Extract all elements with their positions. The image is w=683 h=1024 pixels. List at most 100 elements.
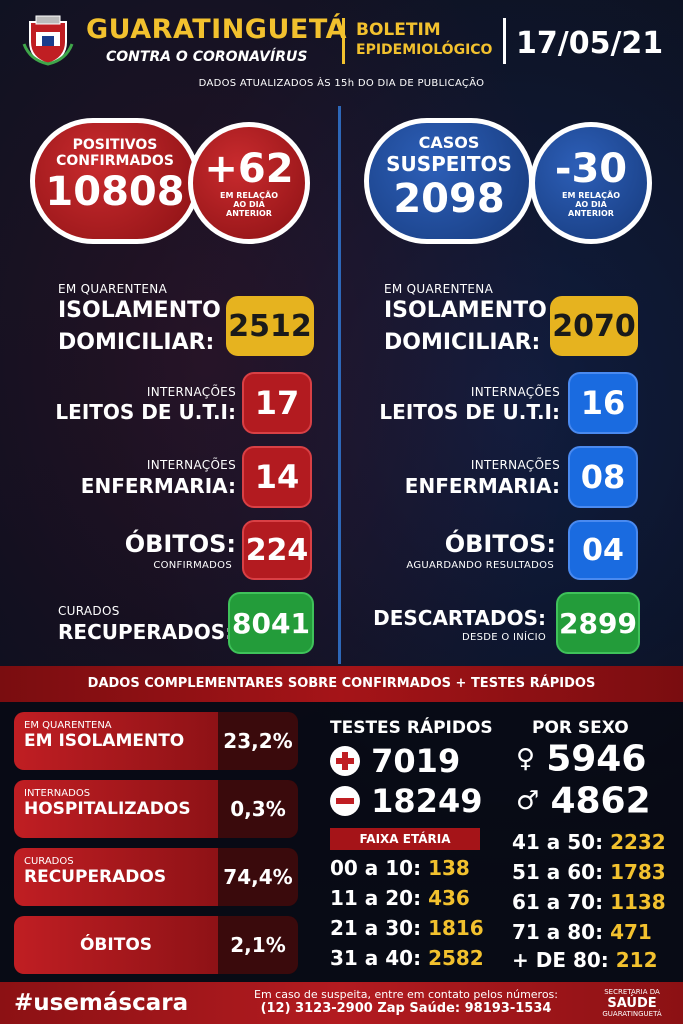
pct-big-label: HOSPITALIZADOS (24, 799, 191, 819)
deaths-label: ÓBITOS: (444, 530, 556, 558)
delta-note: EM RELAÇÃO (220, 191, 278, 200)
city-crest-logo (22, 14, 74, 66)
rapid-tests-positive: 7019 (371, 742, 461, 780)
male-row: ♂ 4862 (516, 780, 651, 822)
header-divider (503, 18, 506, 64)
confirmed-cured-badge: 8041 (228, 592, 314, 654)
age-value: 1138 (610, 890, 666, 914)
confirmed-ward-badge: 14 (242, 446, 312, 508)
rapid-tests-positive-row: 7019 (330, 740, 460, 780)
contact-line-1: Em caso de suspeita, entre em contato pe… (254, 988, 558, 1001)
complementary-title: DADOS COMPLEMENTARES SOBRE CONFIRMADOS +… (0, 666, 683, 702)
isolation-label-1: ISOLAMENTO (58, 298, 221, 323)
suspected-ward-badge: 08 (568, 446, 638, 508)
secretariat-label: SECRETARIA DA (604, 988, 660, 996)
confirmed-value: 10808 (45, 169, 185, 215)
health-secretariat-logo: SECRETARIA DA SAÚDE GUARATINGUETÁ (592, 988, 672, 1019)
cured-label: RECUPERADOS: (58, 620, 234, 644)
bulletin-title-line2: EPIDEMIOLÓGICO (356, 42, 493, 58)
age-range: 31 a 40: (330, 946, 422, 970)
age-value: 1816 (428, 916, 484, 940)
pct-label: ÓBITOS (14, 916, 218, 974)
pct-big-label: ÓBITOS (79, 935, 153, 955)
icu-small-label: INTERNAÇÕES (146, 385, 236, 399)
deaths-small-label: AGUARDANDO RESULTADOS (406, 560, 554, 571)
pct-big-label: RECUPERADOS (24, 867, 167, 887)
minus-icon (330, 786, 360, 816)
delta-note: ANTERIOR (568, 209, 614, 218)
pct-row-isolation: EM QUARENTENA EM ISOLAMENTO 23,2% (14, 712, 298, 770)
pct-row-deaths: ÓBITOS 2,1% (14, 916, 298, 974)
suspected-circle: CASOS SUSPEITOS 2098 (364, 118, 534, 244)
age-range: 61 a 70: (512, 890, 604, 914)
isolation-small-label: EM QUARENTENA (384, 282, 494, 296)
column-divider (338, 106, 341, 664)
pct-small-label: EM QUARENTENA (24, 720, 112, 731)
pct-label: EM QUARENTENA EM ISOLAMENTO (14, 712, 218, 770)
age-range: 11 a 20: (330, 886, 422, 910)
suspected-icu-badge: 16 (568, 372, 638, 434)
isolation-small-label: EM QUARENTENA (58, 282, 168, 296)
ward-small-label: INTERNAÇÕES (146, 458, 236, 472)
rapid-tests-title: TESTES RÁPIDOS (330, 718, 493, 738)
age-range: 51 a 60: (512, 860, 604, 884)
ward-label: ENFERMARIA: (80, 474, 236, 498)
header-divider (342, 18, 345, 64)
confirmed-title-1: POSITIVOS (72, 137, 158, 153)
rapid-tests-negative-row: 18249 (330, 780, 482, 820)
discarded-small-label: DESDE O INÍCIO (462, 632, 546, 643)
discarded-label: DESCARTADOS: (373, 606, 546, 630)
city-name: GUARATINGUETÁ (86, 14, 348, 45)
pct-row-hospitalized: INTERNADOS HOSPITALIZADOS 0,3% (14, 780, 298, 838)
confirmed-isolation-badge: 2512 (226, 296, 314, 356)
icu-small-label: INTERNAÇÕES (470, 385, 560, 399)
plus-icon (330, 746, 360, 776)
suspected-delta: -30 (554, 146, 628, 192)
bulletin-date: 17/05/21 (516, 26, 664, 61)
cured-small-label: CURADOS (58, 604, 120, 618)
age-range: 00 a 10: (330, 856, 422, 880)
pct-value: 74,4% (218, 848, 298, 906)
age-row: 61 a 70: 1138 (512, 890, 666, 914)
ward-label: ENFERMARIA: (404, 474, 560, 498)
age-row: 41 a 50: 2232 (512, 830, 666, 854)
age-groups-title: FAIXA ETÁRIA (330, 828, 480, 850)
hashtag: #usemáscara (14, 990, 189, 1016)
delta-note: ANTERIOR (226, 209, 272, 218)
suspected-discarded-badge: 2899 (556, 592, 640, 654)
update-note: DADOS ATUALIZADOS ÀS 15h DO DIA DE PUBLI… (198, 78, 485, 89)
contact-info: Em caso de suspeita, entre em contato pe… (226, 988, 586, 1016)
isolation-label-1: ISOLAMENTO (384, 298, 547, 323)
pct-label: INTERNADOS HOSPITALIZADOS (14, 780, 218, 838)
pct-big-label: EM ISOLAMENTO (24, 731, 185, 751)
pct-small-label: CURADOS (24, 856, 74, 867)
rapid-tests-negative: 18249 (371, 782, 483, 820)
delta-note: AO DIA (233, 200, 265, 209)
deaths-label: ÓBITOS: (124, 530, 236, 558)
age-value: 471 (610, 920, 652, 944)
age-range: 21 a 30: (330, 916, 422, 940)
age-value: 436 (428, 886, 470, 910)
female-count: 5946 (546, 738, 647, 780)
confirmed-delta-circle: +62 EM RELAÇÃO AO DIA ANTERIOR (188, 122, 310, 244)
female-row: ♀ 5946 (516, 738, 646, 780)
age-value: 2582 (428, 946, 484, 970)
delta-note: AO DIA (575, 200, 607, 209)
age-range: + DE 80: (512, 948, 609, 972)
suspected-delta-circle: -30 EM RELAÇÃO AO DIA ANTERIOR (530, 122, 652, 244)
pct-value: 0,3% (218, 780, 298, 838)
male-count: 4862 (550, 780, 651, 822)
bulletin-title-line1: BOLETIM (356, 20, 441, 40)
suspected-title-2: SUSPEITOS (386, 152, 512, 176)
age-value: 2232 (610, 830, 666, 854)
by-sex-title: POR SEXO (532, 718, 629, 738)
male-icon: ♂ (516, 786, 540, 816)
age-row: 71 a 80: 471 (512, 920, 652, 944)
icu-label: LEITOS DE U.T.I: (379, 400, 560, 424)
deaths-small-label: CONFIRMADOS (153, 560, 232, 571)
isolation-label-2: DOMICILIAR: (58, 330, 215, 355)
suspected-value: 2098 (393, 176, 505, 222)
isolation-label-2: DOMICILIAR: (384, 330, 541, 355)
confirmed-icu-badge: 17 (242, 372, 312, 434)
footer-bar (0, 982, 683, 1024)
